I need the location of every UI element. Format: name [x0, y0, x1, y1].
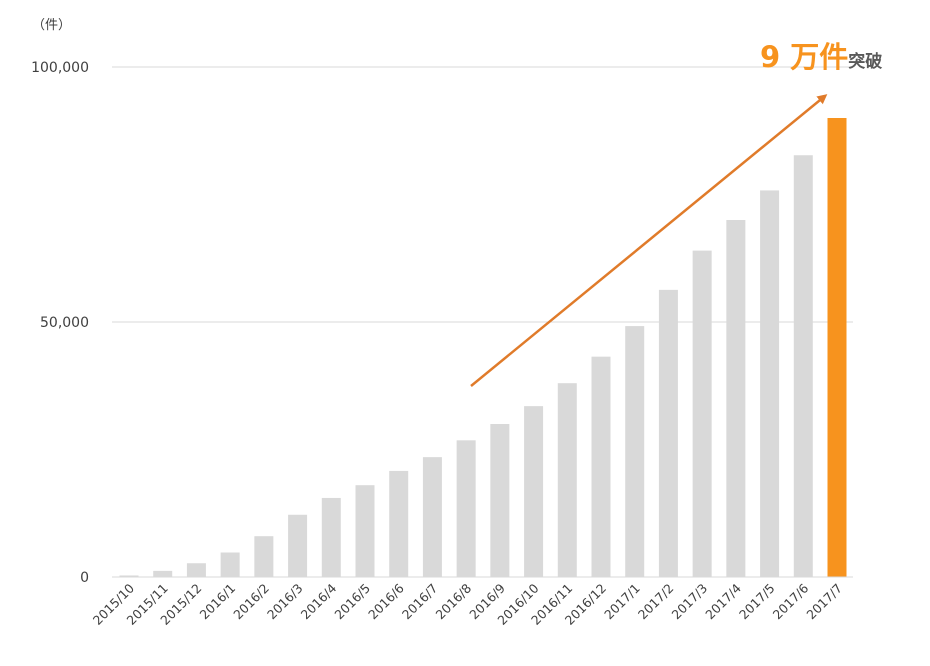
- bar: [220, 552, 240, 577]
- bar: [321, 497, 341, 577]
- x-axis-ticks: 2015/102015/112015/122016/12016/22016/32…: [90, 580, 845, 627]
- bar: [355, 485, 375, 577]
- bar: [288, 514, 308, 577]
- bar: [692, 250, 712, 577]
- bar: [456, 440, 476, 577]
- y-tick-label: 50,000: [40, 315, 89, 331]
- y-axis-ticks: 0 50,000 100,000: [31, 60, 89, 586]
- x-tick-label: 2016/6: [365, 580, 407, 622]
- x-tick-label: 2017/4: [702, 580, 744, 622]
- bar: [793, 155, 813, 578]
- x-tick-label: 2017/5: [736, 581, 778, 623]
- bar: [524, 406, 544, 577]
- x-tick-label: 2016/3: [264, 581, 306, 623]
- y-unit-label: （件）: [32, 18, 71, 33]
- x-tick-label: 2017/2: [635, 581, 677, 623]
- bar: [422, 457, 442, 577]
- callout-big-text: 9 万件: [760, 40, 848, 74]
- x-tick-label: 2017/6: [770, 580, 812, 622]
- bar: [591, 356, 611, 577]
- x-tick-label: 2017/7: [803, 581, 845, 623]
- bar: [625, 326, 645, 577]
- bar: [389, 470, 409, 577]
- bar: [153, 570, 173, 577]
- bar: [490, 424, 510, 577]
- x-tick-label: 2016/4: [298, 580, 340, 622]
- x-tick-label: 2016/8: [433, 580, 475, 622]
- bar: [186, 563, 206, 577]
- x-tick-label: 2017/1: [601, 581, 643, 623]
- y-tick-label: 100,000: [31, 60, 89, 76]
- bar: [726, 220, 746, 577]
- bar: [119, 575, 139, 577]
- callout-small-text: 突破: [848, 51, 882, 72]
- trend-arrow: [470, 94, 828, 387]
- x-tick-label: 2017/3: [669, 581, 711, 623]
- bar: [254, 536, 274, 577]
- x-tick-label: 2016/1: [197, 581, 239, 623]
- x-tick-label: 2016/2: [230, 581, 272, 623]
- bar-highlight: [827, 118, 847, 577]
- bar: [658, 289, 678, 577]
- y-tick-label: 0: [80, 570, 89, 586]
- bar: [760, 190, 780, 578]
- x-tick-label: 2016/7: [399, 581, 441, 623]
- bar: [557, 383, 577, 577]
- x-tick-label: 2016/5: [331, 581, 373, 623]
- bars: [119, 118, 847, 578]
- callout-text: 9 万件突破: [760, 40, 882, 74]
